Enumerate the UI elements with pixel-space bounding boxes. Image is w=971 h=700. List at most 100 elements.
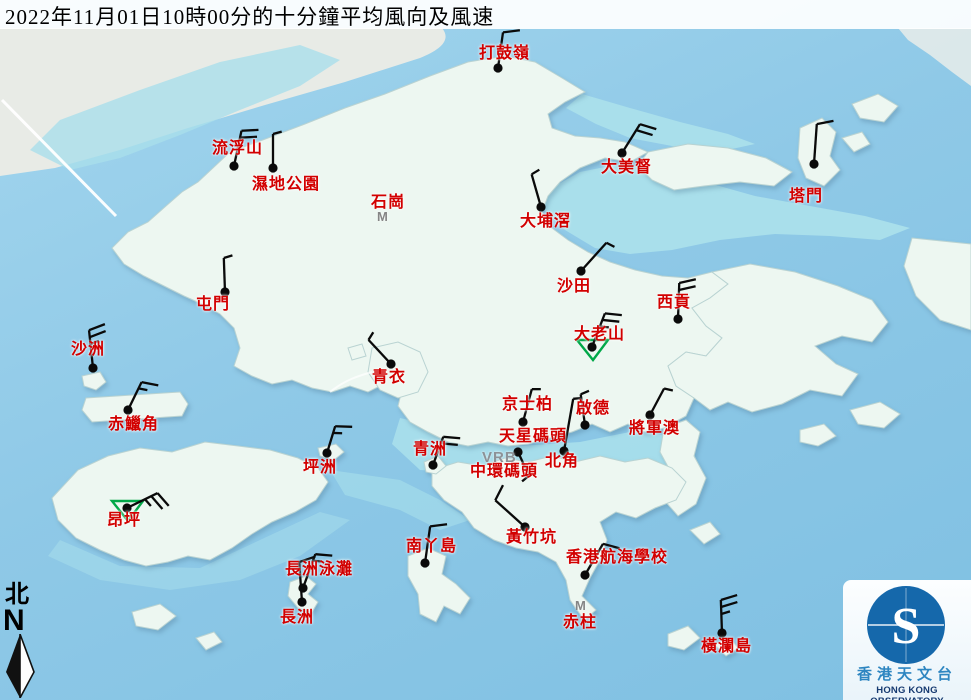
wind-barb-feather — [635, 129, 653, 137]
wind-barb-feather — [367, 331, 375, 341]
station-label-lamma-island: 南丫島 — [406, 538, 458, 555]
water-starling-inlet — [566, 94, 755, 152]
wind-barb-feather — [678, 278, 697, 285]
wind-barb-feather — [443, 435, 461, 440]
hko-logo-icon: S — [867, 586, 945, 664]
land-group — [51, 55, 971, 657]
wind-barb-feather — [639, 123, 657, 131]
station-tseung-kwan-o — [645, 387, 674, 420]
station-note-stanley: M — [575, 598, 586, 613]
wind-barb-feather — [678, 285, 696, 292]
wind-barb-staff — [325, 425, 337, 454]
station-dot — [122, 503, 132, 513]
wind-barb-staff — [298, 562, 304, 603]
wind-barb-staff — [521, 388, 533, 423]
compass-north-letter: N — [3, 604, 25, 637]
wind-barb-staff — [579, 394, 587, 426]
station-wetland-park — [268, 130, 282, 173]
station-label-lau-fau-shan: 流浮山 — [212, 140, 264, 157]
station-dot — [123, 405, 133, 415]
station-dot — [536, 202, 546, 212]
station-label-cheung-chau: 長洲 — [280, 609, 315, 626]
station-note-central-pier: VRB — [482, 449, 517, 466]
station-lamma-island — [420, 523, 448, 568]
svg-text:S: S — [892, 598, 921, 655]
wind-barb-feather — [156, 492, 170, 507]
station-ta-kwu-ling — [493, 29, 521, 73]
title-bar — [0, 0, 971, 29]
wind-barb-feather — [138, 387, 148, 392]
wind-barb-staff — [126, 381, 143, 411]
station-label-kings-park: 京士柏 — [502, 396, 554, 413]
wind-barb-feather — [602, 318, 620, 323]
station-waglan-island — [717, 593, 738, 638]
station-dot — [229, 161, 239, 171]
wind-barb-feather — [144, 498, 152, 507]
wind-barb-feather — [315, 553, 333, 557]
station-dot — [518, 417, 528, 427]
land-crooked-harbour — [841, 131, 871, 153]
wind-barb-staff — [584, 543, 604, 576]
station-label-ta-kwu-ling: 打鼓嶺 — [479, 45, 531, 62]
station-dot — [576, 266, 586, 276]
land-soko-small — [195, 631, 223, 651]
station-label-sha-tin: 沙田 — [557, 278, 592, 295]
wind-barb-feather — [239, 135, 258, 139]
land-tung-lung — [689, 521, 721, 545]
station-green-island — [428, 435, 461, 470]
station-label-wetland-park: 濕地公園 — [252, 176, 321, 193]
station-label-kai-tak: 啟德 — [576, 400, 611, 417]
station-dot — [88, 363, 98, 373]
land-hong-kong-island — [431, 455, 687, 621]
station-label-tuen-mun: 屯門 — [196, 296, 231, 313]
station-kai-tak — [579, 389, 590, 430]
wind-barb-feather — [298, 555, 316, 564]
station-star-ferry-pier — [513, 447, 531, 483]
wind-barb-staff — [621, 123, 641, 154]
station-dot — [617, 148, 627, 158]
bridges-group — [0, 98, 373, 393]
station-tai-mei-tuk — [617, 123, 657, 158]
wind-barb-staff — [222, 257, 227, 293]
station-sea-school — [580, 542, 620, 580]
station-dot — [420, 558, 430, 568]
station-ngong-ping — [109, 492, 170, 523]
wind-barb-feather — [599, 325, 609, 329]
wind-barb-feather — [430, 523, 448, 528]
hko-logo-card: S 香港天文台 HONG KONG OBSERVATORY — [843, 580, 971, 700]
wind-barb-feather — [605, 241, 615, 248]
land-airport-chek-lap-kok — [81, 391, 189, 423]
station-label-cheung-chau-beach: 長洲泳灘 — [285, 561, 354, 578]
wind-barb-staff — [367, 339, 392, 365]
hko-name-chinese: 香港天文台 — [856, 667, 957, 683]
station-dot — [520, 522, 530, 532]
station-dot — [559, 446, 569, 456]
station-dot — [297, 597, 307, 607]
station-sai-kung — [673, 278, 697, 324]
wind-barb-staff — [719, 599, 724, 634]
station-dot — [386, 359, 396, 369]
station-lau-fau-shan — [229, 128, 259, 171]
land-ma-wan — [347, 343, 367, 361]
wind-barb-feather — [312, 559, 322, 563]
station-chek-lap-kok — [123, 381, 159, 415]
station-dot — [809, 159, 819, 169]
wind-barb-feather — [531, 168, 540, 176]
shenzhen-bay-bridge — [0, 98, 118, 218]
compass-north-chinese: 北 — [5, 582, 29, 608]
wind-barb-feather — [720, 600, 738, 609]
station-dot — [220, 287, 230, 297]
wind-barb-feather — [720, 593, 738, 602]
land-basalt-island — [799, 423, 837, 447]
land-kat-o — [851, 93, 899, 123]
station-label-chek-lap-kok: 赤鱲角 — [108, 416, 160, 433]
land-plover-cove-peninsula — [637, 143, 793, 191]
water-deep-bay — [30, 45, 340, 170]
wind-barb-feather — [88, 323, 106, 332]
wind-barb-staff — [648, 387, 666, 416]
station-dot — [513, 447, 523, 457]
wind-barb-staff — [530, 174, 543, 208]
land-soko-islands — [131, 603, 177, 631]
station-dot — [673, 314, 683, 324]
water-tolo-harbour — [544, 164, 910, 254]
